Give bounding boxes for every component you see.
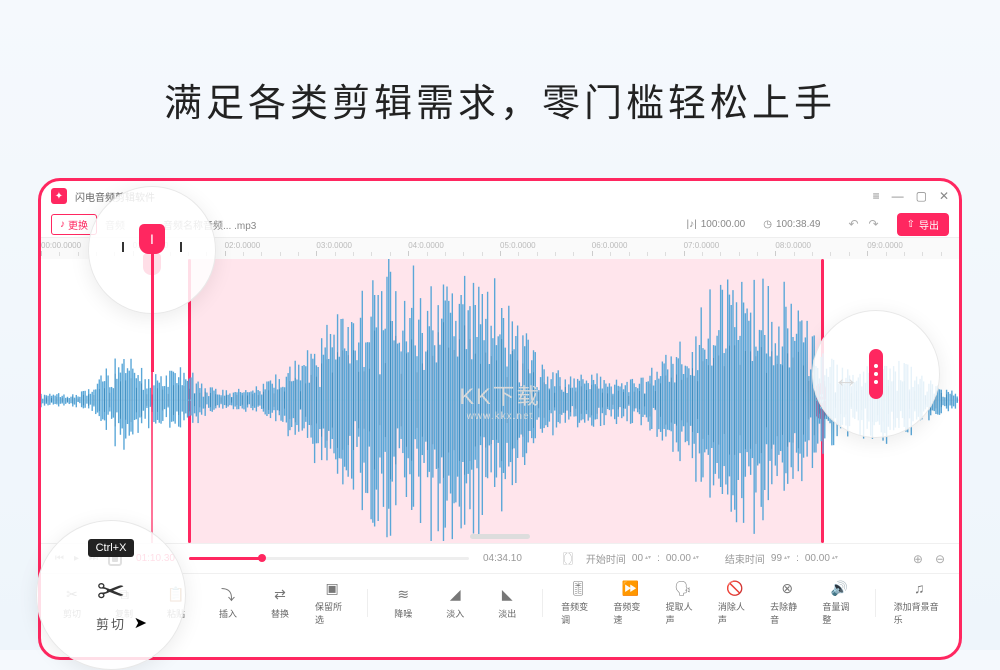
cursor-icon: ➤ <box>134 613 147 633</box>
fadein-tool[interactable]: ◢淡入 <box>438 586 472 620</box>
zoom-out-icon[interactable]: ⊖ <box>935 552 945 566</box>
zoom-in-icon[interactable]: ⊕ <box>913 552 923 566</box>
start-time-label: 开始时间 <box>586 551 626 566</box>
shortcut-tooltip: Ctrl+X <box>88 539 135 557</box>
end-time-label: 结束时间 <box>725 551 765 566</box>
remove-vocal-tool[interactable]: 🚫消除人声 <box>718 579 752 626</box>
maximize-icon[interactable]: ▢ <box>916 189 927 203</box>
scrollbar-thumb[interactable] <box>470 534 530 539</box>
callout-selection-handle <box>812 310 940 438</box>
timeline-end: 04:34.10 <box>483 553 522 564</box>
menu-icon[interactable]: ≡ <box>873 189 880 203</box>
callout-cut-tool: Ctrl+X ✂ 剪切 ➤ <box>36 520 186 670</box>
total-duration: |♪|100:00.00 <box>687 219 746 230</box>
end-time-sec[interactable]: 00.00▴▾ <box>805 553 838 564</box>
pitch-tool[interactable]: 🎚音频变调 <box>561 579 595 626</box>
volume-tool[interactable]: 🔊音量调整 <box>822 579 856 626</box>
export-button[interactable]: ⇧导出 <box>897 213 949 236</box>
start-time-min[interactable]: 00▴▾ <box>632 553 651 564</box>
minimize-icon[interactable]: — <box>892 189 904 203</box>
insert-tool[interactable]: ⤵插入 <box>211 586 245 620</box>
undo-icon[interactable]: ↶ <box>848 217 858 231</box>
current-position: ◷100:38.49 <box>763 219 820 230</box>
start-time-sec[interactable]: 00.00▴▾ <box>666 553 699 564</box>
keep-selection-tool[interactable]: ▣保留所选 <box>315 579 349 626</box>
scissors-icon: ✂ <box>97 572 126 612</box>
app-icon: ✦ <box>51 188 67 204</box>
remove-silence-tool[interactable]: ⊗去除静音 <box>770 579 804 626</box>
denoise-tool[interactable]: ≋降噪 <box>386 586 420 620</box>
fadeout-tool[interactable]: ◣淡出 <box>490 586 524 620</box>
callout-playhead: I <box>88 186 216 314</box>
close-icon[interactable]: ✕ <box>939 189 949 203</box>
timeline-track[interactable] <box>189 557 469 560</box>
cut-label: 剪切 <box>96 614 126 633</box>
hero-title: 满足各类剪辑需求，零门槛轻松上手 <box>0 0 1000 127</box>
replace-tool[interactable]: ⇄替换 <box>263 586 297 620</box>
bracket-icon[interactable]: 〖〗 <box>556 550 580 567</box>
extract-vocal-tool[interactable]: 🗣提取人声 <box>666 579 700 626</box>
redo-icon[interactable]: ↷ <box>869 217 879 231</box>
bgm-tool[interactable]: ♫添加背景音乐 <box>894 579 945 626</box>
speed-tool[interactable]: ⏩音频变速 <box>613 579 647 626</box>
end-time-min[interactable]: 99▴▾ <box>771 553 790 564</box>
